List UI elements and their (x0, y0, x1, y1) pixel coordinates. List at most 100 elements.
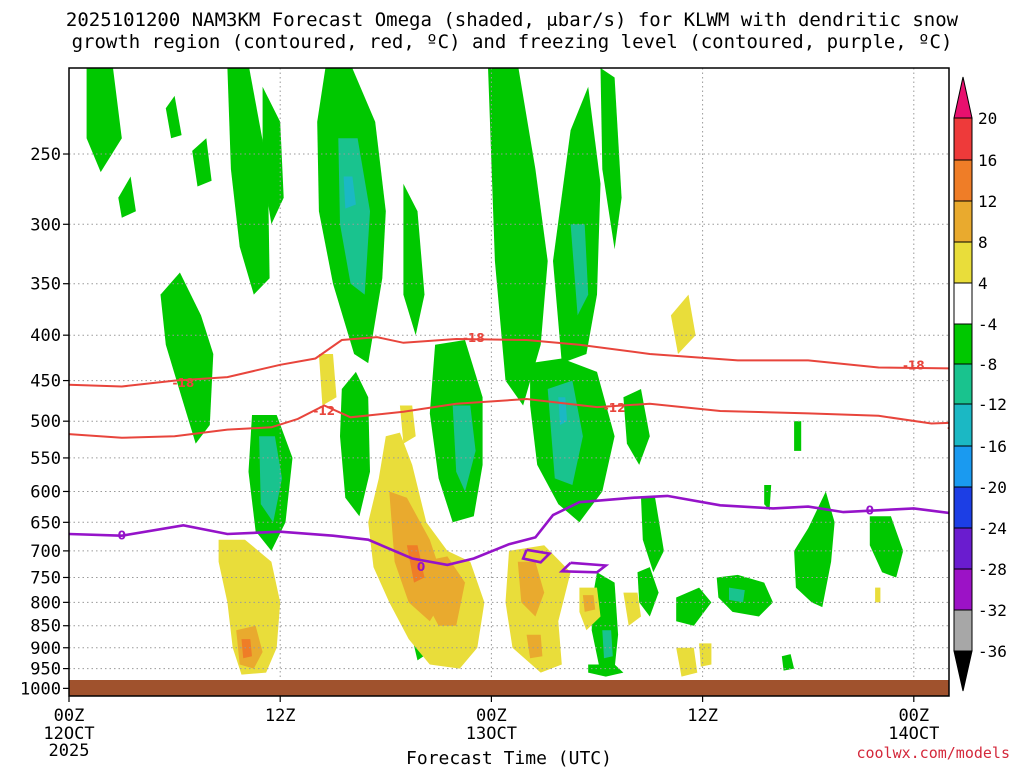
contour-label-0-1: 0 (417, 560, 425, 574)
colorbar-bin--36 (953, 609, 973, 652)
y-tick-label-1000: 1000 (20, 679, 61, 699)
omega-region--8-22 (676, 587, 712, 626)
omega-region--8-27 (764, 485, 772, 511)
contour-label--12-2: -12 (947, 420, 969, 434)
omega-region-8-2 (421, 556, 465, 626)
y-tick-label-500: 500 (30, 412, 61, 432)
y-tick-label-250: 250 (30, 145, 61, 165)
colorbar-bin--12 (953, 363, 973, 405)
colorbar-label--16: -16 (978, 437, 1007, 456)
terrain-ground (69, 680, 949, 696)
colorbar-bin--24 (953, 486, 973, 529)
omega-region--8-2 (165, 95, 182, 139)
omega-shading (86, 68, 904, 677)
grid (69, 68, 949, 696)
x-tick-label-36: 12Z (687, 706, 718, 726)
colorbar-label-12: 12 (978, 192, 997, 211)
chart-title: 2025101200 NAM3KM Forecast Omega (shaded… (65, 9, 959, 31)
omega-region-4-1 (318, 354, 337, 406)
colorbar-label--8: -8 (978, 355, 997, 374)
x-tick-label-12: 12Z (265, 706, 296, 726)
omega-region--12-3 (547, 380, 583, 485)
x-tick-date-0: 12OCT (43, 724, 94, 744)
colorbar-label--12: -12 (978, 395, 1007, 414)
omega-region--12-6 (729, 587, 745, 603)
x-tick-label-0: 00Z (54, 706, 85, 726)
y-tick-label-850: 850 (30, 617, 61, 637)
y-tick-label-300: 300 (30, 215, 61, 235)
omega-region--8-16 (623, 389, 650, 465)
x-tick-year-0: 2025 (49, 741, 90, 761)
x-tick-label-48: 00Z (898, 706, 929, 726)
contour-label-0-0: 0 (118, 529, 126, 543)
contour-line--18 (69, 336, 949, 388)
x-tick-date-48: 14OCT (888, 724, 939, 744)
omega-region--8-1 (118, 176, 136, 218)
omega-region-4-0 (218, 539, 281, 675)
contour-label--12-0: -12 (313, 404, 335, 418)
omega-region--12-5 (602, 630, 613, 659)
y-tick-label-400: 400 (30, 326, 61, 346)
omega-region-4-10 (875, 587, 881, 603)
omega-region--12-2 (452, 405, 476, 492)
omega-region-8-4 (526, 634, 543, 659)
omega-region-4-8 (699, 643, 712, 667)
colorbar-bin--8 (953, 323, 973, 365)
y-tick-label-950: 950 (30, 660, 61, 680)
omega-region-4-3 (399, 405, 416, 444)
credit-link[interactable]: coolwx.com/models (856, 744, 1010, 762)
colorbar-bin--20 (953, 445, 973, 488)
omega-region-4-6 (623, 592, 641, 626)
contour-line--12 (69, 397, 949, 439)
omega-region-4-9 (670, 294, 696, 354)
colorbar-bin--28 (953, 527, 973, 570)
contour-label--18-0: -18 (173, 376, 195, 390)
colorbar-label--20: -20 (978, 478, 1007, 497)
colorbar-label--4: -4 (978, 315, 997, 334)
omega-region--8-6 (262, 86, 284, 225)
colorbar-triangle-bottom (953, 650, 973, 692)
chart-subtitle: growth region (contoured, red, ºC) and f… (71, 31, 953, 53)
x-axis-label: Forecast Time (UTC) (406, 748, 612, 768)
y-tick-label-650: 650 (30, 513, 61, 533)
omega-region--8-3 (192, 138, 212, 187)
colorbar-bin-8 (953, 200, 973, 243)
colorbar-label-4: 4 (978, 274, 988, 293)
contour-label--12-1: -12 (604, 401, 626, 415)
omega-region--8-23 (794, 491, 835, 608)
colorbar-bin--32 (953, 568, 973, 611)
omega-region-8-5 (582, 595, 596, 612)
omega-region--16-0 (343, 176, 356, 209)
contour-line-0 (69, 494, 949, 567)
colorbar-bin--4 (953, 282, 973, 325)
colorbar-label--36: -36 (978, 642, 1007, 661)
colorbar-label--28: -28 (978, 560, 1007, 579)
colorbar-label-16: 16 (978, 151, 997, 170)
colorbar: 20 16 12 8 4 -4 -8 -12 -16 -20 -24 -28 -32 -36 (953, 76, 1007, 692)
contour-line-0-closed-1 (521, 548, 553, 564)
colorbar-bin-12 (953, 159, 973, 202)
omega-region--8-26 (794, 421, 802, 451)
omega-region--8-8 (340, 371, 370, 517)
omega-region-12-1 (406, 545, 425, 583)
omega-region-12-0 (241, 639, 252, 659)
omega-region--8-17 (641, 497, 664, 573)
x-tick-label-24: 00Z (476, 706, 507, 726)
x-tick-date-24: 13OCT (466, 724, 517, 744)
omega-region--8-0 (86, 68, 122, 173)
y-tick-label-550: 550 (30, 449, 61, 469)
omega-region--12-4 (570, 224, 589, 316)
y-tick-label-900: 900 (30, 639, 61, 659)
temperature-contours: -18 -18 -18 -12 -12 -12 0 0 0 (69, 331, 969, 574)
y-tick-label-700: 700 (30, 542, 61, 562)
omega-region--8-25 (869, 516, 904, 578)
y-tick-label-350: 350 (30, 275, 61, 295)
colorbar-label--24: -24 (978, 519, 1007, 538)
colorbar-label-20: 20 (978, 109, 997, 128)
y-tick-label-800: 800 (30, 593, 61, 613)
colorbar-bin-4 (953, 241, 973, 284)
omega-region--8-12 (488, 68, 548, 406)
colorbar-label--32: -32 (978, 601, 1007, 620)
contour-label--18-2: -18 (903, 359, 925, 373)
